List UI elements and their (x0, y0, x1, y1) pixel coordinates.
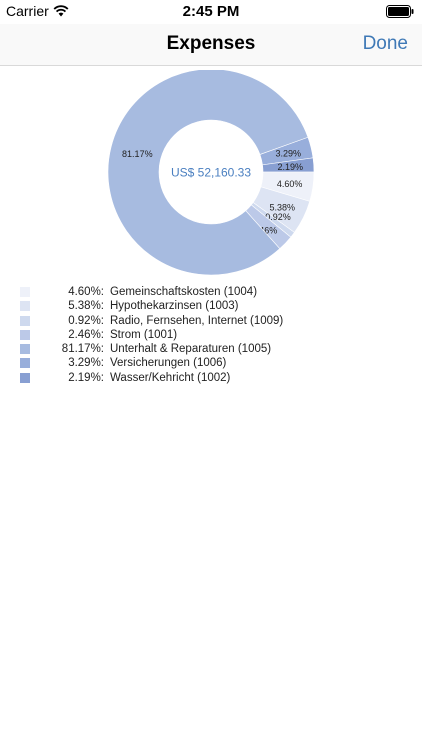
donut-center-total: US$ 52,160.33 (171, 166, 251, 180)
legend-item: 3.29%: Versicherungen (1006) (20, 356, 410, 370)
slice-label: 3.29% (275, 149, 301, 159)
status-time: 2:45 PM (182, 3, 240, 20)
legend-item: 0.92%: Radio, Fernsehen, Internet (1009) (20, 314, 410, 328)
wifi-icon (53, 5, 69, 17)
done-button[interactable]: Done (362, 33, 408, 54)
legend-label: Unterhalt & Reparaturen (1005) (110, 343, 272, 356)
legend-label: Wasser/Kehricht (1002) (110, 371, 231, 384)
slice-label: 4.60% (277, 179, 303, 189)
slice-label: 2.19% (278, 162, 304, 172)
legend-swatch (20, 329, 30, 340)
legend-percentage: 4.60%: (68, 286, 104, 298)
legend-percentage: 2.46%: (68, 328, 104, 341)
legend-label: Gemeinschaftskosten (1004) (110, 286, 258, 298)
legend-swatch (20, 315, 30, 326)
legend-label: Versicherungen (1006) (110, 357, 227, 370)
slice-label: 5.38% (270, 203, 296, 213)
slice-label: 2.46% (252, 225, 278, 235)
slice-label: 0.92% (265, 212, 291, 222)
carrier-label: Carrier (6, 3, 49, 19)
legend-item: 5.38%: Hypothekarzinsen (1003) (20, 299, 410, 313)
legend-percentage: 2.19%: (68, 371, 104, 384)
legend-label: Radio, Fernsehen, Internet (1009) (110, 314, 284, 327)
legend-swatch (20, 358, 30, 369)
legend-swatch (20, 344, 30, 355)
page-title: Expenses (166, 33, 256, 54)
legend-swatch (20, 372, 30, 383)
slice-label: 81.17% (122, 149, 153, 159)
legend-swatch (20, 301, 30, 312)
legend-swatch (20, 287, 30, 297)
legend-item: 2.46%: Strom (1001) (20, 328, 410, 342)
legend-label: Strom (1001) (110, 328, 178, 341)
donut-slice[interactable] (107, 70, 309, 276)
status-bar: Carrier 2:45 PM (0, 0, 422, 24)
legend-item: 81.17%: Unterhalt & Reparaturen (1005) (20, 342, 410, 356)
chart-legend: 4.60%: Gemeinschaftskosten (1004) 5.38%: Hy… (20, 285, 410, 385)
legend-percentage: 5.38%: (68, 300, 104, 313)
legend-percentage: 3.29%: (68, 357, 104, 370)
legend-percentage: 0.92%: (68, 314, 104, 327)
navigation-bar: Expenses Done (0, 24, 422, 66)
legend-item: 4.60%: Gemeinschaftskosten (1004) (20, 285, 410, 299)
legend-label: Hypothekarzinsen (1003) (110, 300, 239, 313)
legend-item: 2.19%: Wasser/Kehricht (1002) (20, 371, 410, 385)
expenses-donut-chart: 3.29% 2.19% 4.60% 5.38%0.92% 2.46% 81.17% US$ … (107, 70, 315, 276)
battery-icon (386, 5, 414, 18)
legend-percentage: 81.17%: (61, 343, 104, 356)
